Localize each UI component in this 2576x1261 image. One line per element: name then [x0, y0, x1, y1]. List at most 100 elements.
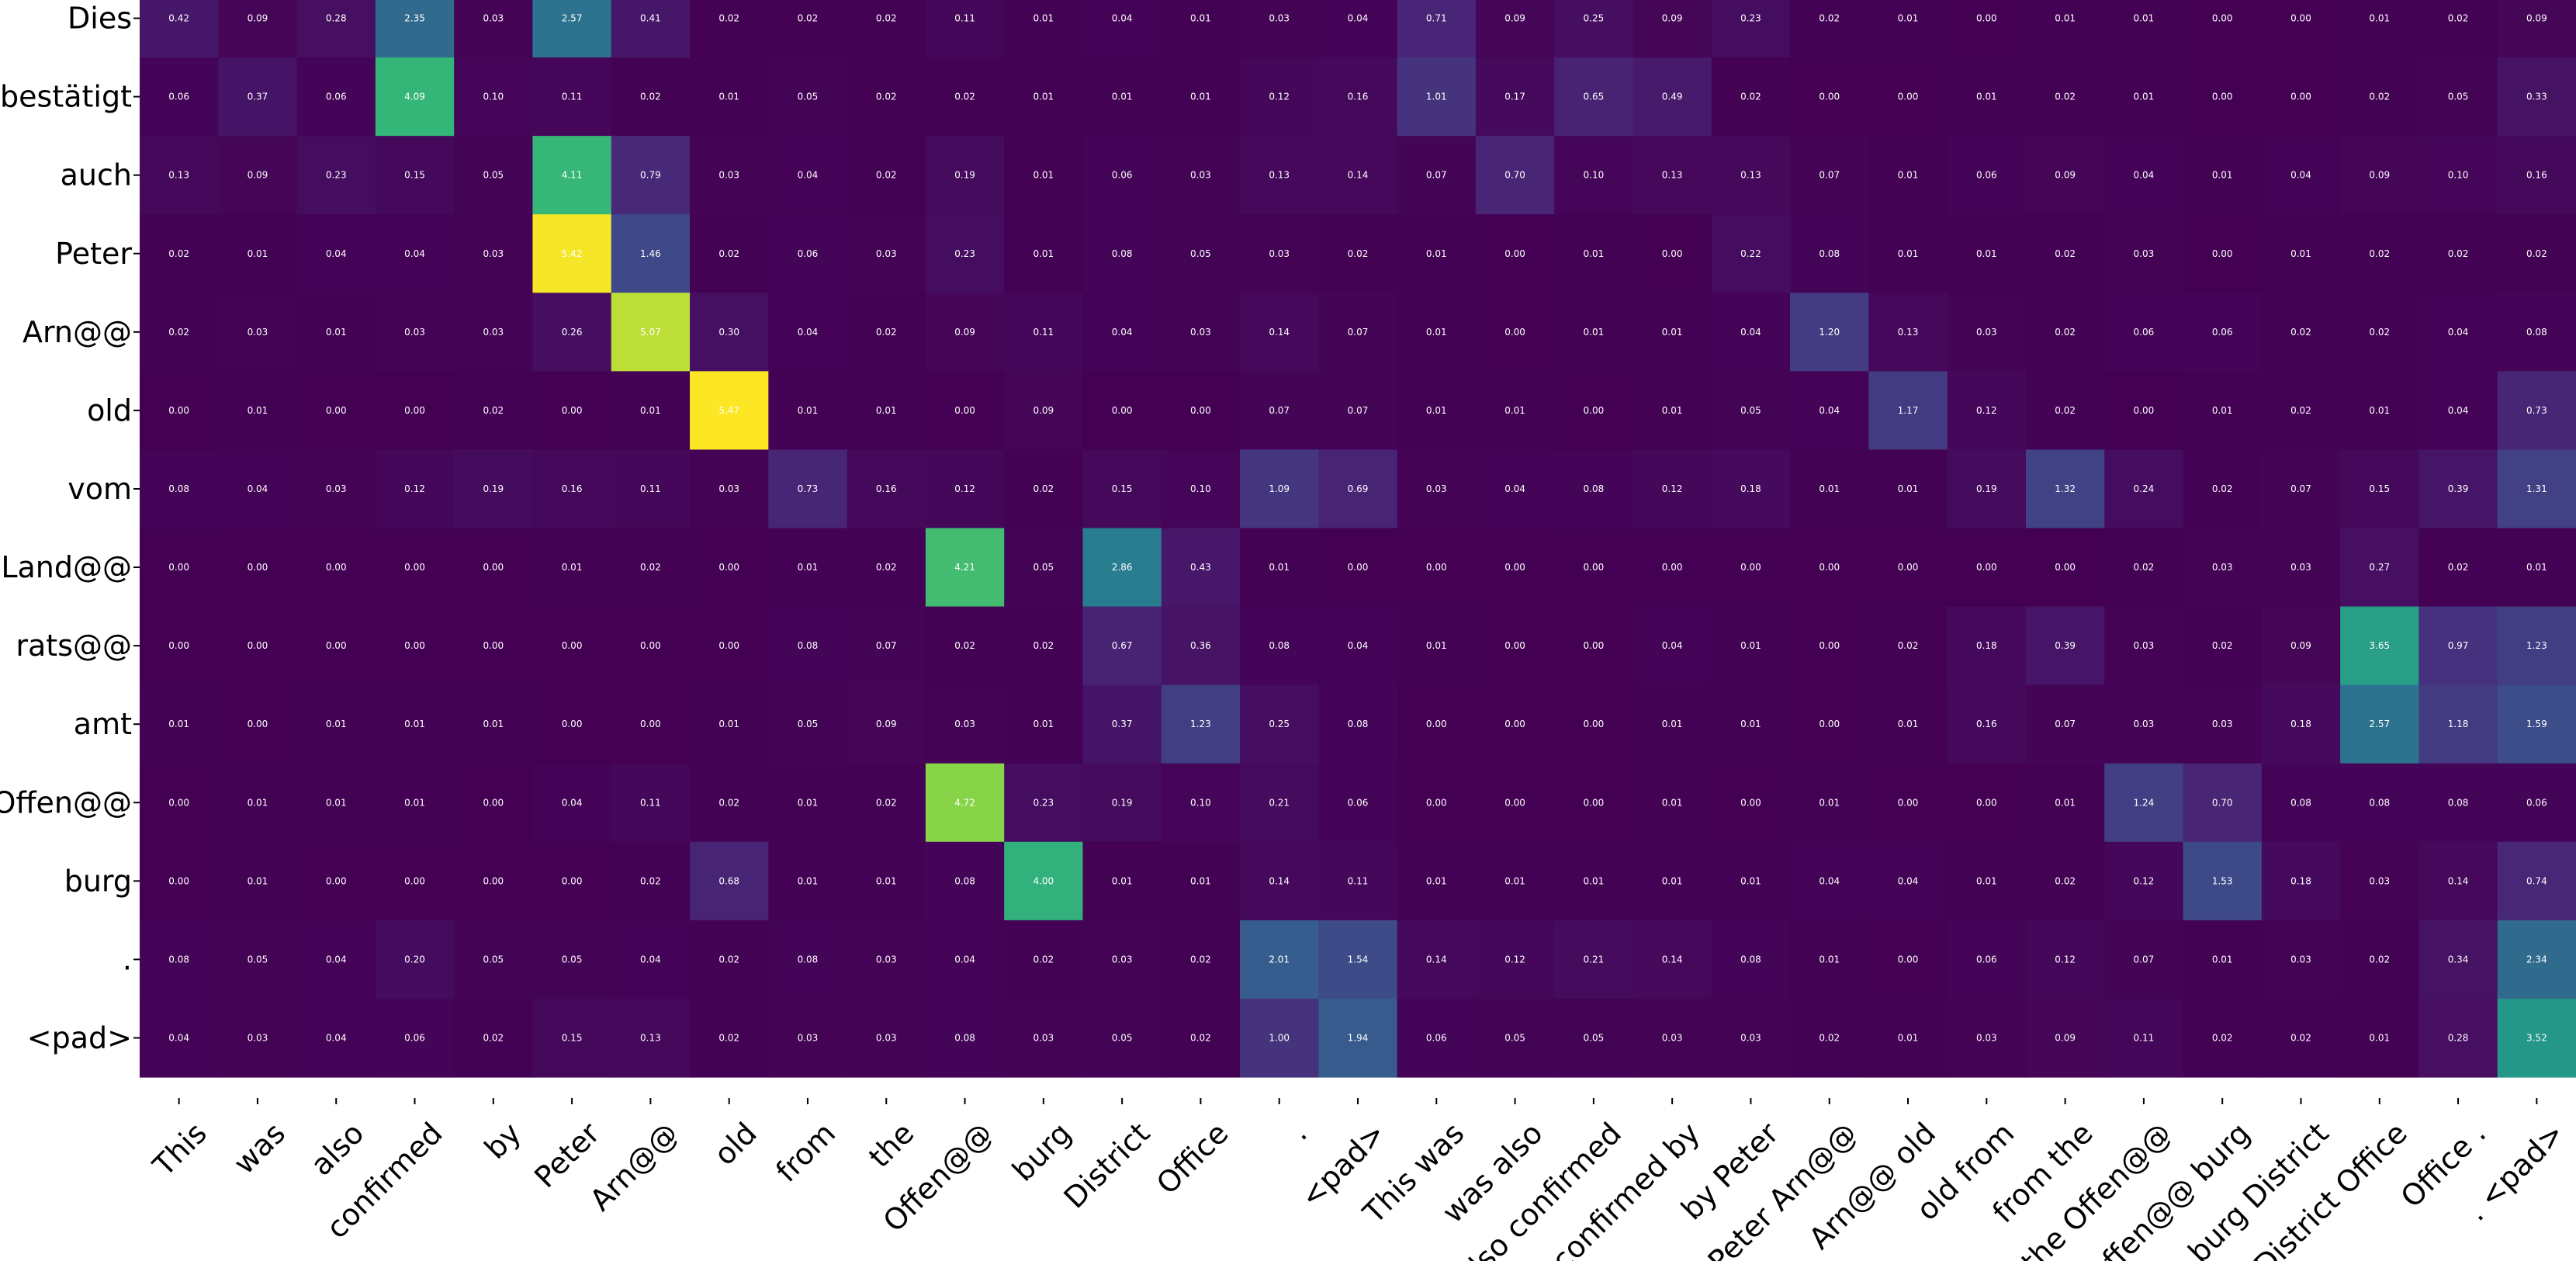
cell-value-r0-c16: 0.71: [1426, 13, 1447, 24]
cell-value-r5-c13: 0.00: [1190, 405, 1211, 416]
heatmap-cell-r3-c10: [925, 214, 1005, 293]
cell-value-r0-c21: 0.02: [1819, 13, 1840, 24]
heatmap-cell-r13-c12: [1082, 998, 1162, 1078]
cell-value-r10-c22: 0.00: [1898, 797, 1919, 808]
heatmap-cell-r9-c5: [532, 684, 612, 764]
heatmap-cell-r8-c20: [1711, 606, 1791, 686]
heatmap-cell-r5-c21: [1790, 371, 1869, 451]
heatmap-cell-r4-c21: [1790, 293, 1869, 372]
cell-value-r4-c22: 0.13: [1898, 327, 1919, 338]
cell-value-r3-c10: 0.23: [954, 248, 975, 259]
heatmap-cell-r3-c17: [1475, 214, 1555, 293]
heatmap-cell-r0-c11: [1004, 0, 1084, 58]
heatmap-cell-r10-c17: [1475, 763, 1555, 843]
heatmap-cell-r8-c4: [454, 606, 534, 686]
heatmap-cell-r9-c27: [2261, 684, 2341, 764]
cell-value-r13-c16: 0.06: [1426, 1032, 1447, 1043]
cell-value-r6-c24: 1.32: [2055, 483, 2076, 494]
cell-value-r6-c25: 0.24: [2134, 483, 2155, 494]
cell-value-r2-c23: 0.06: [1976, 170, 1997, 181]
heatmap-cell-r0-c29: [2418, 0, 2498, 58]
heatmap-cell-r11-c21: [1790, 841, 1869, 921]
heatmap-cell-r3-c22: [1868, 214, 1948, 293]
heatmap-cell-r3-c6: [611, 214, 691, 293]
heatmap-cell-r10-c9: [847, 763, 926, 843]
heatmap-cell-r0-c22: [1868, 0, 1948, 58]
cell-value-r10-c5: 0.04: [562, 797, 583, 808]
y-tick-label-9: amt: [74, 707, 132, 741]
cell-value-r6-c13: 0.10: [1190, 483, 1211, 494]
heatmap-cell-r6-c29: [2418, 449, 2498, 529]
cell-value-r6-c11: 0.02: [1033, 483, 1054, 494]
heatmap-cell-r0-c23: [1947, 0, 2027, 58]
cell-value-r11-c11: 4.00: [1033, 875, 1054, 886]
cell-value-r12-c30: 2.34: [2526, 954, 2547, 965]
heatmap-cell-r10-c10: [925, 763, 1005, 843]
heatmap-cell-r9-c21: [1790, 684, 1869, 764]
heatmap-cell-r10-c16: [1397, 763, 1477, 843]
x-tick-label-13: Office: [1150, 1116, 1235, 1201]
heatmap-cell-r6-c25: [2104, 449, 2184, 529]
heatmap-cell-r1-c0: [140, 57, 219, 137]
heatmap-cell-r2-c17: [1475, 136, 1555, 215]
cell-value-r0-c29: 0.02: [2448, 13, 2469, 24]
heatmap-cell-r0-c21: [1790, 0, 1869, 58]
heatmap-cell-r9-c17: [1475, 684, 1555, 764]
heatmap-cell-r0-c16: [1397, 0, 1477, 58]
cell-value-r11-c29: 0.14: [2448, 875, 2469, 886]
cell-value-r1-c6: 0.02: [640, 92, 661, 102]
cell-value-r1-c22: 0.00: [1898, 92, 1919, 102]
heatmap-cell-r10-c6: [611, 763, 691, 843]
cell-value-r5-c0: 0.00: [168, 405, 189, 416]
cell-value-r3-c12: 0.08: [1112, 248, 1133, 259]
heatmap-cell-r10-c30: [2497, 763, 2576, 843]
heatmap-cell-r13-c18: [1554, 998, 1634, 1078]
cell-value-r6-c3: 0.12: [404, 483, 425, 494]
heatmap-cell-r8-c21: [1790, 606, 1869, 686]
heatmap-cell-r5-c22: [1868, 371, 1948, 451]
cell-value-r4-c30: 0.08: [2526, 327, 2547, 338]
heatmap-cell-r1-c21: [1790, 57, 1869, 137]
cell-value-r9-c24: 0.07: [2055, 719, 2076, 729]
cell-value-r10-c8: 0.01: [798, 797, 819, 808]
heatmap-cell-r7-c9: [847, 528, 926, 608]
heatmap-cell-r11-c5: [532, 841, 612, 921]
heatmap-cell-r3-c20: [1711, 214, 1791, 293]
heatmap-cell-r1-c3: [375, 57, 455, 137]
cell-value-r13-c3: 0.06: [404, 1032, 425, 1043]
heatmap-cell-r2-c15: [1318, 136, 1398, 215]
heatmap-cell-r13-c8: [768, 998, 848, 1078]
heatmap-cell-r11-c10: [925, 841, 1005, 921]
heatmap-cell-r6-c12: [1082, 449, 1162, 529]
heatmap-cell-r6-c30: [2497, 449, 2576, 529]
cell-value-r12-c25: 0.07: [2134, 954, 2155, 965]
heatmap-cell-r5-c12: [1082, 371, 1162, 451]
cell-value-r11-c8: 0.01: [798, 875, 819, 886]
cell-value-r2-c12: 0.06: [1112, 170, 1133, 181]
cell-value-r4-c27: 0.02: [2290, 327, 2311, 338]
heatmap-cell-r1-c1: [218, 57, 298, 137]
cell-value-r8-c21: 0.00: [1819, 640, 1840, 651]
heatmap-cell-r2-c13: [1161, 136, 1241, 215]
cell-value-r3-c29: 0.02: [2448, 248, 2469, 259]
cell-value-r7-c19: 0.00: [1662, 562, 1683, 573]
heatmap-cell-r8-c11: [1004, 606, 1084, 686]
heatmap-cell-r5-c13: [1161, 371, 1241, 451]
heatmap-cell-r6-c8: [768, 449, 848, 529]
heatmap-cell-r2-c23: [1947, 136, 2027, 215]
heatmap-cell-r10-c11: [1004, 763, 1084, 843]
heatmap-cell-r5-c27: [2261, 371, 2341, 451]
heatmap-cell-r12-c7: [690, 920, 769, 999]
heatmap-cell-r1-c16: [1397, 57, 1477, 137]
heatmap-cell-r8-c3: [375, 606, 455, 686]
cell-value-r4-c21: 1.20: [1819, 327, 1840, 338]
heatmap-cell-r2-c4: [454, 136, 534, 215]
heatmap-cell-r8-c23: [1947, 606, 2027, 686]
heatmap-cell-r9-c13: [1161, 684, 1241, 764]
heatmap-cell-r11-c3: [375, 841, 455, 921]
cell-value-r9-c8: 0.05: [798, 719, 819, 729]
cell-value-r10-c27: 0.08: [2290, 797, 2311, 808]
heatmap-cell-r13-c6: [611, 998, 691, 1078]
cell-value-r13-c24: 0.09: [2055, 1032, 2076, 1043]
heatmap-cell-r3-c14: [1240, 214, 1319, 293]
